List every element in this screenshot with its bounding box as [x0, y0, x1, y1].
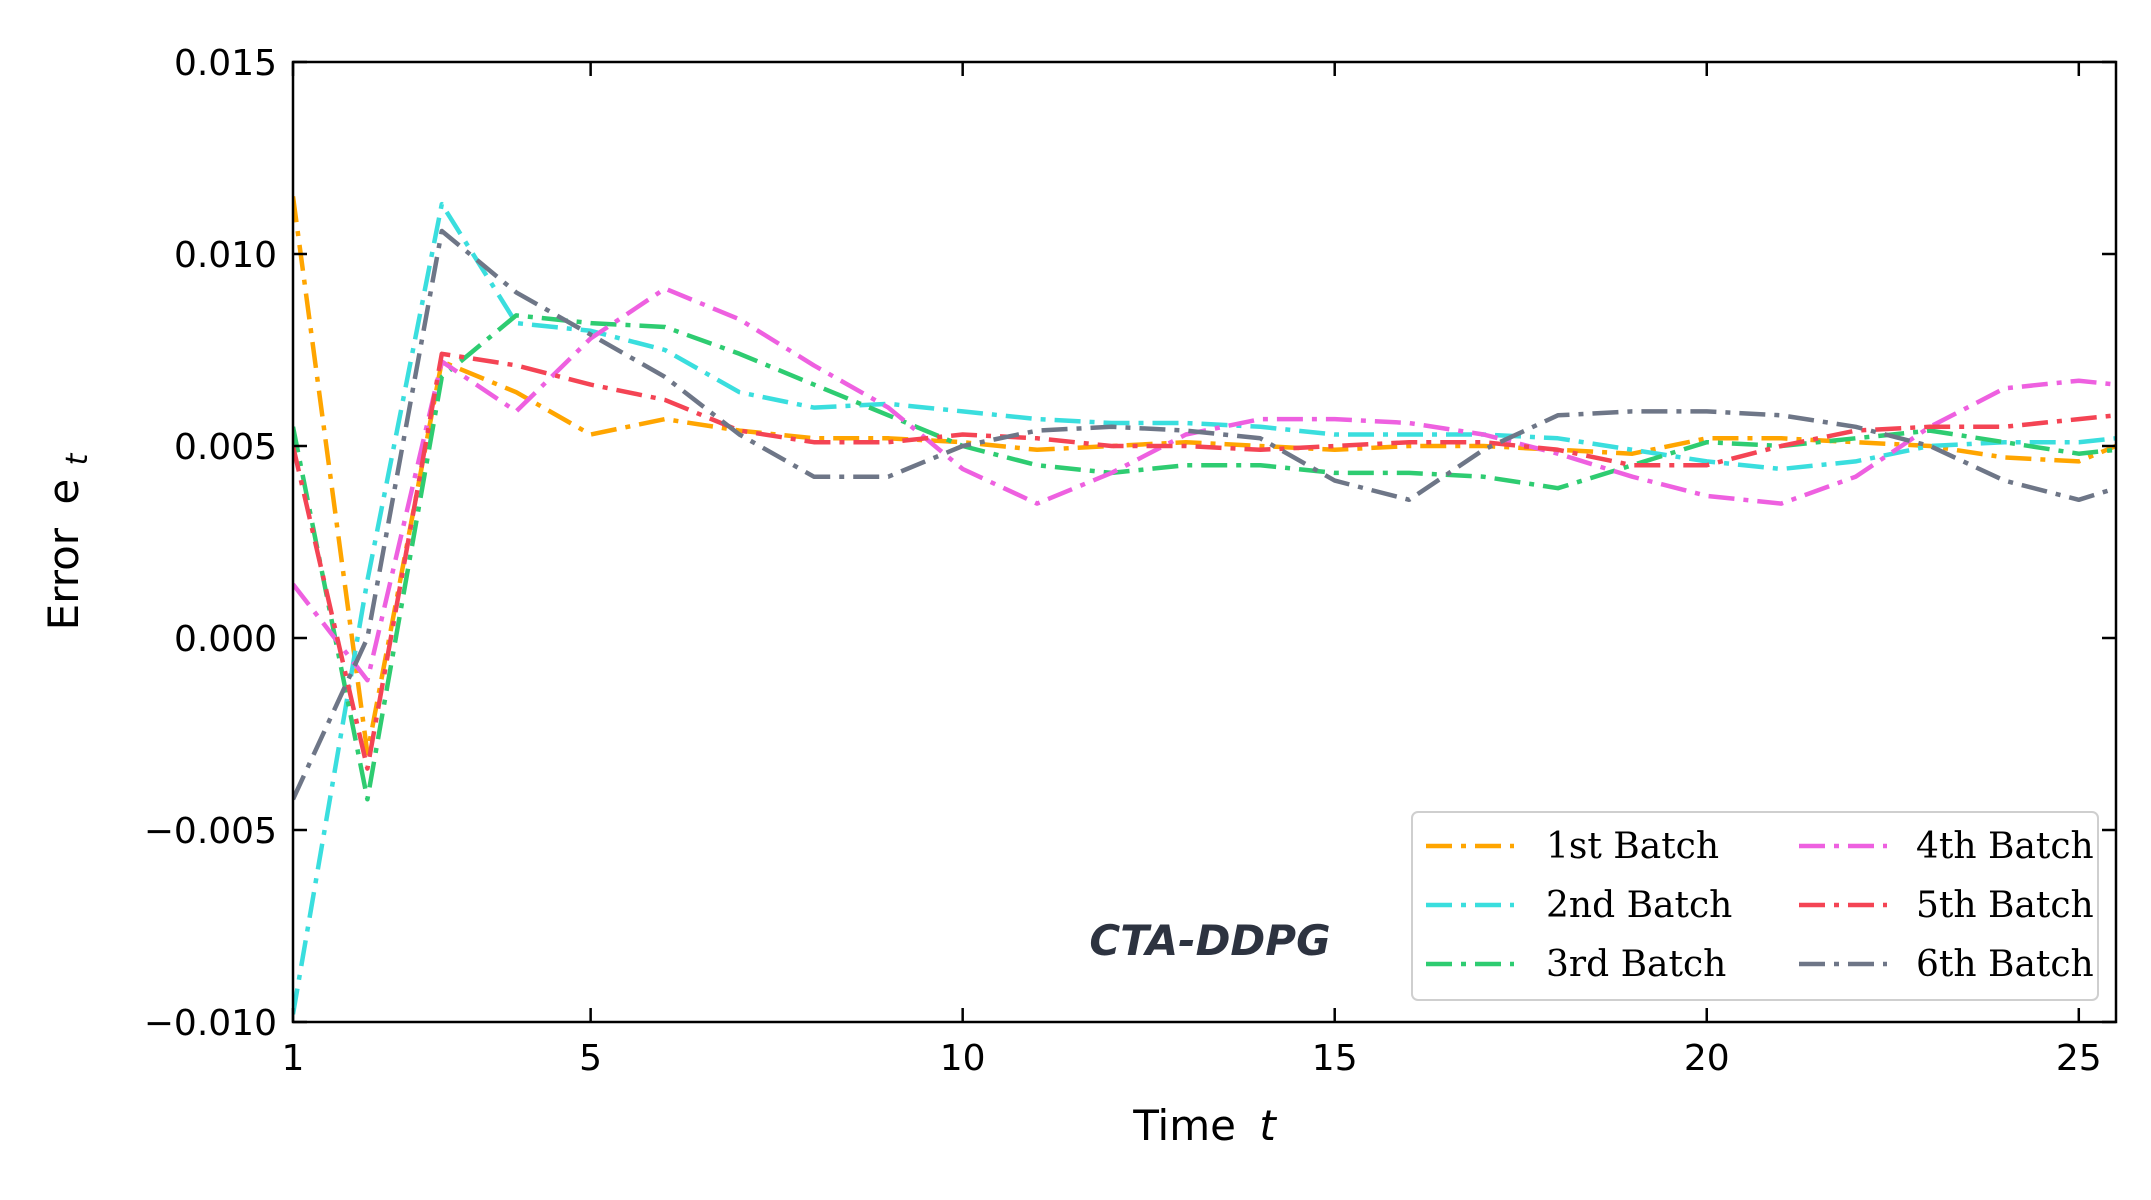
legend: 1st Batch 2nd Batch 3rd Batch 4th Batch 5th …: [1411, 811, 2099, 1001]
y-tick-label: −0.005: [144, 811, 277, 852]
y-axis-label-var: e: [39, 479, 88, 505]
series-line-1: [293, 196, 2116, 756]
legend-label-1: 1st Batch: [1546, 826, 1719, 867]
legend-label-3: 3rd Batch: [1546, 944, 1726, 985]
y-tick-label: −0.010: [144, 1003, 277, 1044]
x-axis-label-var: t: [1259, 1101, 1277, 1150]
y-axis-label-text: Error: [39, 527, 88, 630]
series-layer: [293, 196, 2116, 1015]
ticks-layer: 1 5 10 15 20 25−0.010−0.0050.0000.0050.0100.0…: [144, 43, 2116, 1079]
x-tick-label: 10: [940, 1038, 986, 1079]
x-tick-label: 25: [2056, 1038, 2102, 1079]
legend-label-4: 4th Batch: [1916, 826, 2094, 867]
y-tick-label: 0.005: [174, 427, 277, 468]
x-tick-label: 1: [282, 1038, 305, 1079]
x-tick-label: 15: [1312, 1038, 1358, 1079]
y-axis-label: Error e t: [39, 452, 95, 630]
series-line-2: [293, 201, 2116, 1015]
x-axis-label-text: Time: [1132, 1101, 1236, 1150]
legend-label-5: 5th Batch: [1916, 885, 2094, 926]
x-axis-label: Time t: [1132, 1101, 1277, 1150]
y-tick-label: 0.015: [174, 43, 277, 84]
x-tick-label: 20: [1684, 1038, 1730, 1079]
chart-annotation: CTA-DDPG: [1089, 916, 1330, 965]
legend-box: [1411, 811, 2099, 1001]
x-tick-label: 5: [579, 1038, 602, 1079]
legend-label-2: 2nd Batch: [1546, 885, 1732, 926]
y-tick-label: 0.000: [174, 619, 277, 660]
y-axis-label-sub: t: [60, 452, 95, 465]
y-tick-label: 0.010: [174, 235, 277, 276]
series-line-5: [293, 351, 2116, 771]
series-line-6: [293, 228, 2116, 801]
series-line-4: [293, 286, 2116, 683]
series-line-3: [293, 313, 2116, 802]
legend-label-6: 6th Batch: [1916, 944, 2094, 985]
plot-frame: [291, 60, 2118, 1024]
